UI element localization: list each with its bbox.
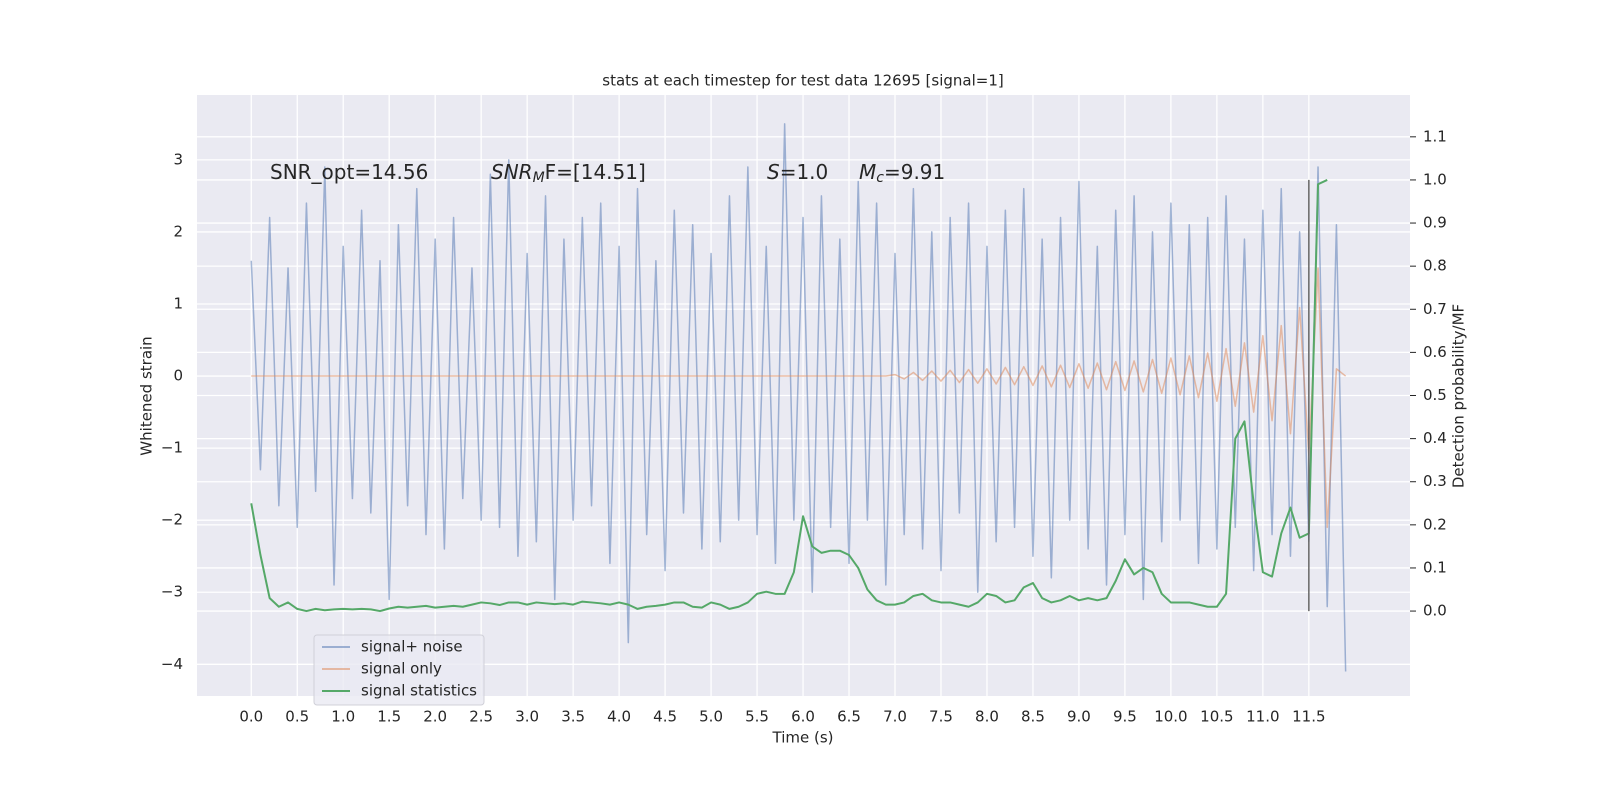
annotation-text: =1.0: [780, 160, 829, 184]
x-tick-label: 9.5: [1113, 708, 1137, 726]
labels: 0.0 0.5 1.0 1.5 2.0 2.5 3.0 3.5 4.0 4.5 5.0 5.5 6.0 6…: [161, 127, 1447, 725]
x-tick-label: 4.5: [653, 708, 677, 726]
x-tick-label: 11.5: [1292, 708, 1325, 726]
annotation-italic: SNR: [491, 160, 533, 184]
y-tick-label: −3: [161, 583, 183, 601]
x-tick-label: 6.0: [791, 708, 815, 726]
legend-label: signal statistics: [361, 682, 477, 700]
y-tick-label: −4: [161, 655, 183, 673]
annotation-sub: c: [876, 170, 884, 186]
x-tick-label: 10.5: [1200, 708, 1233, 726]
y2-tick-label: 0.9: [1423, 214, 1447, 232]
x-axis-label: Time (s): [772, 729, 834, 747]
x-tick-label: 2.5: [469, 708, 493, 726]
y2-axis-label: Detection probability/MF: [1450, 304, 1468, 488]
y-tick-label: 1: [173, 294, 183, 312]
annotation-text: SNR_opt=14.56: [270, 160, 428, 184]
y2-tick-label: 0.8: [1423, 257, 1447, 275]
y2-tick-label: 1.1: [1423, 127, 1447, 145]
y2-tick-label: 0.0: [1423, 602, 1447, 620]
x-tick-label: 4.0: [607, 708, 631, 726]
x-tick-label: 9.0: [1067, 708, 1091, 726]
x-tick-label: 1.0: [331, 708, 355, 726]
y2-tick-label: 0.2: [1423, 515, 1447, 533]
x-tick-label: 5.0: [699, 708, 723, 726]
annotation-text: =9.91: [884, 160, 945, 184]
legend-box: [313, 634, 485, 706]
series-line: [250, 179, 1328, 613]
x-tick-label: 11.0: [1246, 708, 1279, 726]
y-tick-label: 2: [173, 222, 183, 240]
annotation: SNRMF=[14.51]: [491, 160, 646, 187]
legend-label: signal+ noise: [361, 638, 463, 656]
x-tick-label: 3.5: [561, 708, 585, 726]
y-tick-label: 0: [173, 367, 183, 385]
y2-tick-label: 0.1: [1423, 558, 1447, 576]
x-tick-label: 10.0: [1154, 708, 1187, 726]
y2-tick-label: 0.6: [1423, 343, 1447, 361]
y2-tick-label: 0.7: [1423, 300, 1447, 318]
x-tick-label: 7.5: [929, 708, 953, 726]
y-axis-label: Whitened strain: [138, 336, 156, 455]
y-tick-label: −1: [161, 439, 183, 457]
annotation: SNR_opt=14.56: [270, 160, 428, 184]
y-tick-label: −2: [161, 511, 183, 529]
annotation: Mc=9.91: [859, 160, 945, 187]
x-tick-label: 0.0: [239, 708, 263, 726]
x-tick-label: 5.5: [745, 708, 769, 726]
series-line: [250, 123, 1347, 672]
marks: [250, 123, 1347, 672]
y2-tick-label: 0.3: [1423, 472, 1447, 490]
chart-title: stats at each timestep for test data 126…: [602, 72, 1003, 90]
annotation-sub: M: [533, 170, 545, 186]
x-tick-label: 0.5: [285, 708, 309, 726]
x-tick-label: 3.0: [515, 708, 539, 726]
annotation-italic: S: [767, 160, 780, 184]
x-tick-label: 2.0: [423, 708, 447, 726]
x-tick-label: 6.5: [837, 708, 861, 726]
x-tick-label: 1.5: [377, 708, 401, 726]
annotation-italic: M: [859, 160, 876, 184]
x-tick-label: 8.0: [975, 708, 999, 726]
y2-tick-label: 0.4: [1423, 429, 1447, 447]
y2-tick-label: 0.5: [1423, 386, 1447, 404]
x-tick-label: 7.0: [883, 708, 907, 726]
annotation-text: F=[14.51]: [545, 160, 646, 184]
x-tick-label: 8.5: [1021, 708, 1045, 726]
y2-tick-label: 1.0: [1423, 170, 1447, 188]
y-tick-label: 3: [173, 150, 183, 168]
legend-label: signal only: [361, 660, 442, 678]
annotation: S=1.0: [767, 160, 828, 184]
series-line: [251, 267, 1347, 529]
